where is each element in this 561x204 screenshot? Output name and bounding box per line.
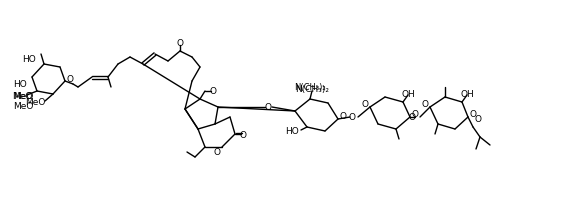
Text: HO: HO (285, 126, 299, 135)
Text: HO: HO (22, 55, 36, 64)
Text: O: O (361, 100, 369, 109)
Text: O: O (177, 39, 183, 48)
Text: N(CH₃)₂: N(CH₃)₂ (295, 85, 329, 94)
Text: O: O (470, 110, 476, 119)
Text: MeO: MeO (12, 92, 32, 101)
Text: O: O (339, 112, 347, 121)
Text: O: O (209, 87, 217, 96)
Text: N(CH₃)₂: N(CH₃)₂ (294, 83, 326, 92)
Text: O: O (240, 130, 246, 139)
Text: O: O (214, 148, 220, 157)
Text: OH: OH (460, 90, 474, 99)
Text: HO: HO (13, 80, 27, 89)
Text: O: O (421, 100, 429, 109)
Text: O: O (412, 110, 419, 119)
Text: OH: OH (401, 90, 415, 99)
Text: O: O (264, 103, 272, 112)
Text: MeO: MeO (13, 92, 33, 101)
Text: O: O (348, 113, 356, 122)
Text: MeO: MeO (13, 102, 33, 111)
Text: O: O (475, 115, 481, 124)
Text: MeO: MeO (25, 98, 45, 107)
Text: O: O (67, 75, 73, 84)
Text: O: O (408, 113, 416, 122)
